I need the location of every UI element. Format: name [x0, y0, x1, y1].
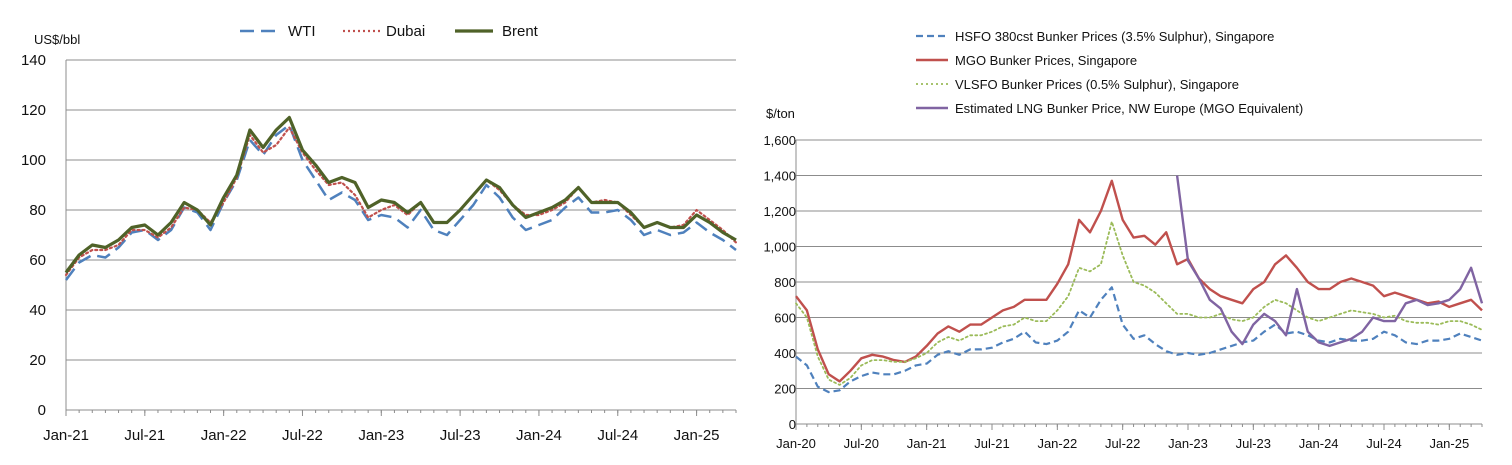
chart2-series-line-1 [795, 286, 1483, 394]
chart2-x-tick-label: Jul-24 [1366, 436, 1401, 451]
chart2-x-tick-label: Jul-23 [1236, 436, 1271, 451]
chart2-series-line-3 [795, 220, 1483, 386]
chart1-y-tick-label: 100 [21, 152, 46, 169]
chart2-x-tick-label: Jul-20 [844, 436, 879, 451]
chart2-legend-label: HSFO 380cst Bunker Prices (3.5% Sulphur)… [955, 29, 1274, 44]
chart1-x-tick-label: Jan-25 [674, 427, 720, 444]
chart2-y-tick-label: 1,600 [763, 133, 796, 148]
chart1-x-tick-label: Jul-23 [440, 427, 481, 444]
chart1-x-tick-label: Jul-22 [282, 427, 323, 444]
chart2-y-tick-label: 200 [774, 382, 796, 397]
chart2-y-tick-label: 1,200 [763, 204, 796, 219]
chart1-y-unit-label: US$/bbl [34, 32, 80, 47]
chart2-legend-label: Estimated LNG Bunker Price, NW Europe (M… [955, 101, 1303, 116]
chart2-legend-label: MGO Bunker Prices, Singapore [955, 53, 1137, 68]
chart1-series-line-3 [64, 115, 737, 274]
chart2-series-line-4 [1175, 175, 1484, 348]
chart2-x-tick-label: Jul-22 [1105, 436, 1140, 451]
chart2-legend-label: VLSFO Bunker Prices (0.5% Sulphur), Sing… [955, 77, 1239, 92]
chart1-legend-label: Brent [502, 23, 539, 40]
chart1-x-tick-label: Jan-24 [516, 427, 562, 444]
chart1-x-tick-label: Jan-22 [201, 427, 247, 444]
chart2-x-tick-label: Jan-22 [1037, 436, 1077, 451]
chart2-y-tick-label: 600 [774, 311, 796, 326]
chart1-y-tick-label: 40 [29, 302, 46, 319]
chart2-x-tick-label: Jan-25 [1429, 436, 1469, 451]
chart1-x-tick-label: Jul-24 [597, 427, 638, 444]
chart2-y-tick-label: 800 [774, 275, 796, 290]
chart2-y-tick-label: 1,400 [763, 169, 796, 184]
chart2-x-tick-label: Jan-21 [907, 436, 947, 451]
chart1-y-tick-label: 0 [38, 402, 46, 419]
chart1-series-line-1 [64, 123, 737, 281]
chart1-x-tick-label: Jan-21 [43, 427, 89, 444]
chart1-y-tick-label: 80 [29, 202, 46, 219]
chart2-y-unit-label: $/ton [766, 106, 795, 121]
chart1-y-tick-label: 20 [29, 352, 46, 369]
chart1-series-line-2 [64, 126, 738, 277]
chart2-y-tick-label: 400 [774, 346, 796, 361]
chart2-y-tick-label: 1,000 [763, 240, 796, 255]
chart2-x-tick-label: Jan-20 [776, 436, 816, 451]
chart2-x-tick-label: Jan-24 [1299, 436, 1339, 451]
chart1-x-tick-label: Jan-23 [358, 427, 404, 444]
chart1-y-tick-label: 120 [21, 102, 46, 119]
chart1-legend-label: Dubai [386, 23, 425, 40]
chart1-legend-label: WTI [288, 23, 316, 40]
chart2-y-tick-label: 0 [789, 417, 796, 432]
chart1-y-tick-label: 140 [21, 52, 46, 69]
chart2-x-tick-label: Jul-21 [974, 436, 1009, 451]
chart2-x-tick-label: Jan-23 [1168, 436, 1208, 451]
chart1-x-tick-label: Jul-21 [124, 427, 165, 444]
chart1-y-tick-label: 60 [29, 252, 46, 269]
